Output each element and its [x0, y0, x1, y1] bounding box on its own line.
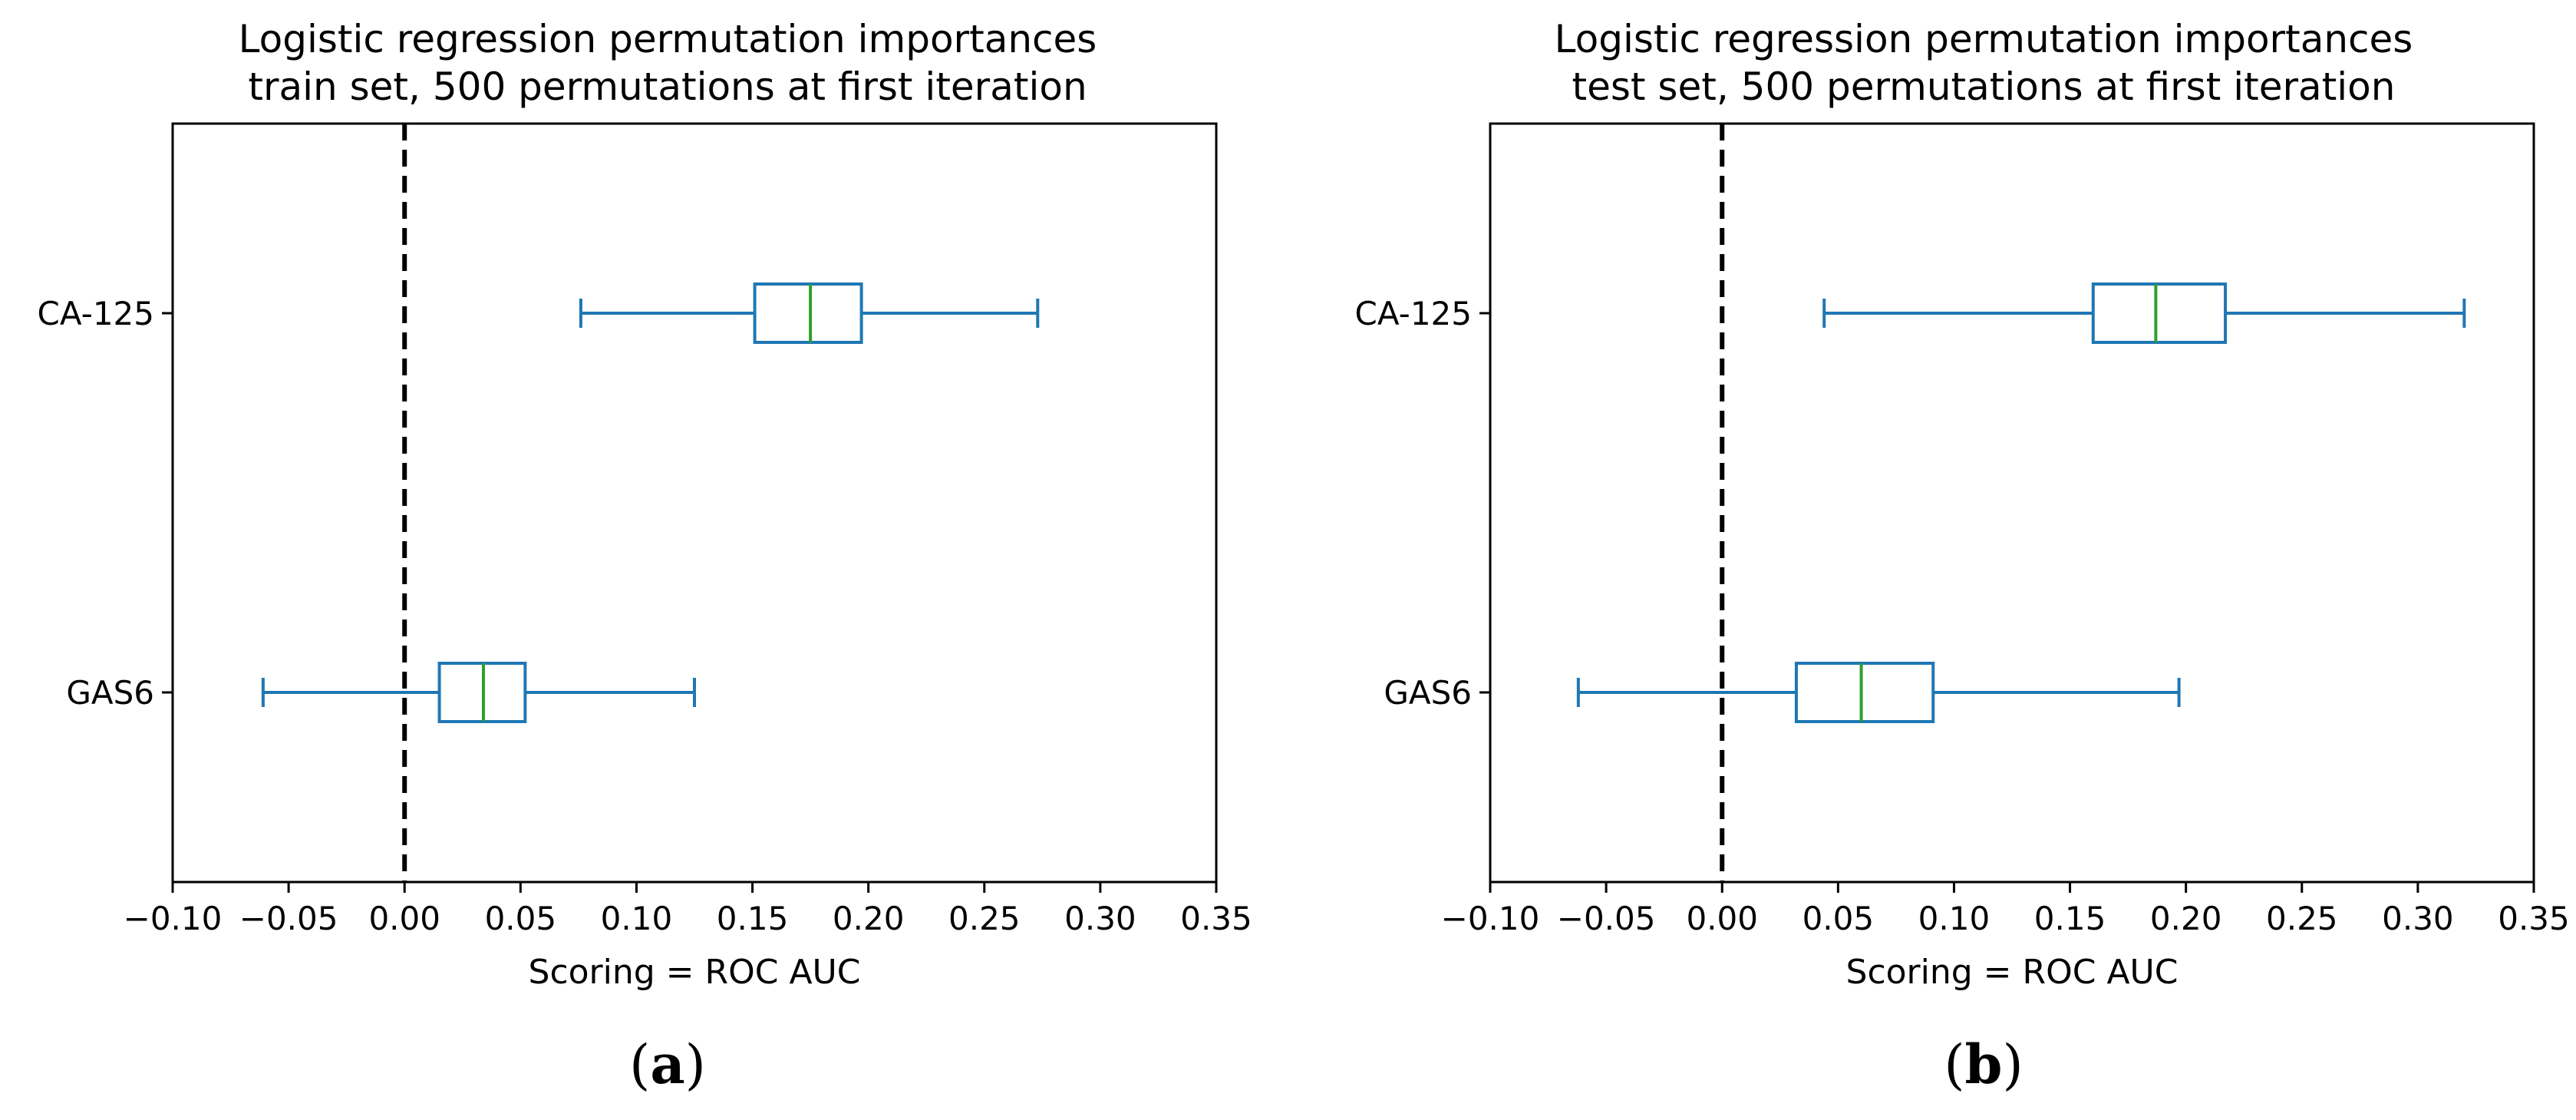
x-tick-label: −0.05 [239, 900, 338, 937]
chart-panel: Logistic regression permutation importan… [38, 17, 1252, 1096]
y-tick-label: GAS6 [66, 674, 154, 712]
x-tick-label: 0.10 [1918, 900, 1991, 937]
panel-label-paren: ( [1944, 1033, 1964, 1096]
x-tick-label: 0.15 [717, 900, 789, 937]
y-tick-label: GAS6 [1384, 674, 1472, 712]
box-plot-ca-125 [1822, 282, 2466, 344]
iqr-box [753, 282, 863, 344]
x-tick-label: 0.05 [1803, 900, 1875, 937]
x-tick-label: 0.00 [368, 900, 440, 937]
plot-frame [171, 122, 1218, 884]
x-tick-label: 0.30 [1064, 900, 1136, 937]
plot-frame [1489, 122, 2535, 884]
iqr-box [1794, 662, 1935, 723]
x-axis-label: Scoring = ROC AUC [529, 953, 861, 992]
panel-label-letter: b [1965, 1032, 2003, 1096]
iqr-box [2091, 282, 2228, 344]
y-tick-label: CA-125 [1355, 295, 1472, 332]
box-plot-gas6 [1576, 662, 2181, 723]
x-tick-label: 0.25 [948, 900, 1021, 937]
chart-title: Logistic regression permutation importan… [1555, 17, 2413, 61]
y-tick-label: CA-125 [38, 295, 154, 332]
panel-label-paren: ( [629, 1033, 650, 1096]
x-tick-label: −0.10 [1441, 900, 1540, 937]
x-tick-label: 0.25 [2266, 900, 2338, 937]
chart-panel: Logistic regression permutation importan… [1355, 17, 2570, 1096]
x-tick-label: −0.05 [1557, 900, 1656, 937]
chart-title: test set, 500 permutations at first iter… [1572, 64, 2396, 109]
x-tick-label: 0.15 [2034, 900, 2106, 937]
x-tick-label: 0.30 [2382, 900, 2454, 937]
panel-label-paren: ) [2002, 1033, 2023, 1096]
panel-label-letter: a [650, 1032, 684, 1096]
x-tick-label: 0.35 [2498, 900, 2570, 937]
x-tick-label: 0.20 [2150, 900, 2222, 937]
chart-title: Logistic regression permutation importan… [239, 17, 1097, 61]
x-tick-label: 0.35 [1180, 900, 1252, 937]
panel-label-paren: ) [685, 1033, 706, 1096]
x-tick-label: 0.20 [833, 900, 905, 937]
panel-label: (a) [629, 1032, 706, 1096]
box-plot-ca-125 [579, 282, 1040, 344]
panel-label: (b) [1944, 1032, 2024, 1096]
x-axis-label: Scoring = ROC AUC [1846, 953, 2179, 992]
x-tick-label: 0.10 [601, 900, 673, 937]
x-tick-label: −0.10 [124, 900, 223, 937]
x-tick-label: 0.05 [485, 900, 557, 937]
chart-title: train set, 500 permutations at first ite… [248, 64, 1087, 109]
box-plot-gas6 [261, 662, 696, 723]
x-tick-label: 0.00 [1686, 900, 1758, 937]
